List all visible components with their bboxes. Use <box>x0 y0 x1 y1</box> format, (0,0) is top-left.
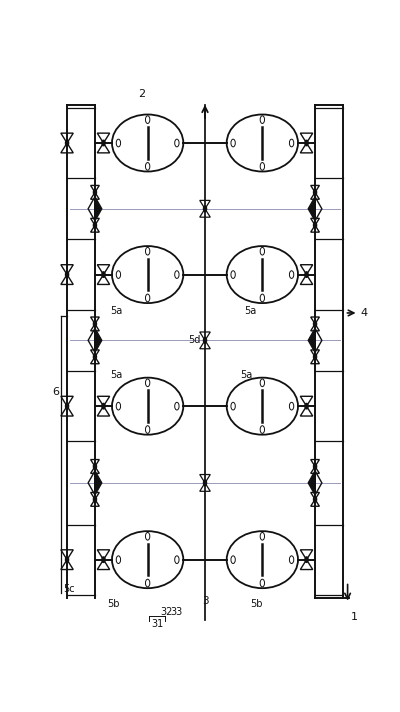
Circle shape <box>93 354 96 360</box>
Text: 5d: 5d <box>188 335 200 345</box>
Text: 5a: 5a <box>110 370 123 380</box>
Text: 5b: 5b <box>107 599 120 609</box>
Text: 5b: 5b <box>250 599 262 609</box>
Text: 33: 33 <box>170 607 183 617</box>
Text: 2: 2 <box>138 89 146 99</box>
Circle shape <box>314 321 317 327</box>
Text: 5a: 5a <box>244 306 256 316</box>
Circle shape <box>204 480 206 486</box>
Circle shape <box>93 222 96 228</box>
Text: 6: 6 <box>52 387 59 397</box>
Text: 31: 31 <box>151 619 163 629</box>
Circle shape <box>314 189 317 195</box>
Circle shape <box>305 557 308 562</box>
Text: 5a: 5a <box>241 370 253 380</box>
Polygon shape <box>95 197 102 221</box>
Circle shape <box>204 337 206 343</box>
Polygon shape <box>308 471 315 495</box>
Circle shape <box>305 140 308 146</box>
Circle shape <box>305 272 308 277</box>
Circle shape <box>66 140 69 146</box>
Circle shape <box>204 206 206 211</box>
Text: 32: 32 <box>160 607 172 617</box>
Circle shape <box>314 222 317 228</box>
Polygon shape <box>308 197 315 221</box>
Text: 5a: 5a <box>110 306 123 316</box>
Circle shape <box>66 557 69 562</box>
Circle shape <box>102 272 105 277</box>
Text: 1: 1 <box>351 612 358 622</box>
Circle shape <box>93 464 96 469</box>
Polygon shape <box>95 471 102 495</box>
Circle shape <box>93 321 96 327</box>
Circle shape <box>314 464 317 469</box>
Text: 3: 3 <box>202 596 208 606</box>
Circle shape <box>314 497 317 502</box>
Circle shape <box>102 140 105 146</box>
Polygon shape <box>308 328 315 352</box>
Circle shape <box>93 189 96 195</box>
Circle shape <box>314 354 317 360</box>
Circle shape <box>66 404 69 409</box>
Circle shape <box>66 272 69 277</box>
Circle shape <box>305 404 308 409</box>
Circle shape <box>93 497 96 502</box>
Text: 5c: 5c <box>63 584 75 594</box>
Circle shape <box>102 404 105 409</box>
Polygon shape <box>95 328 102 352</box>
Circle shape <box>102 557 105 562</box>
Text: 4: 4 <box>360 308 367 318</box>
